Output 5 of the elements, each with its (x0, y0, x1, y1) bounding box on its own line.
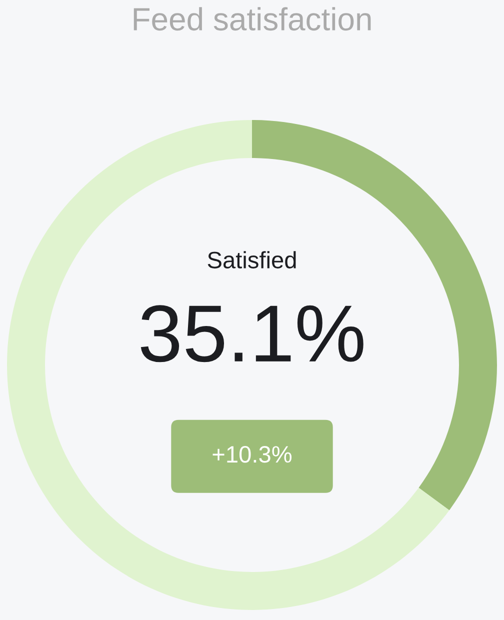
chart-title: Feed satisfaction (134, 7, 371, 31)
donut-slice (7, 120, 450, 610)
slice-label: Satisfied (208, 251, 296, 268)
text: +10.3% (212, 446, 292, 463)
data-label: 35.1% (140, 305, 364, 362)
